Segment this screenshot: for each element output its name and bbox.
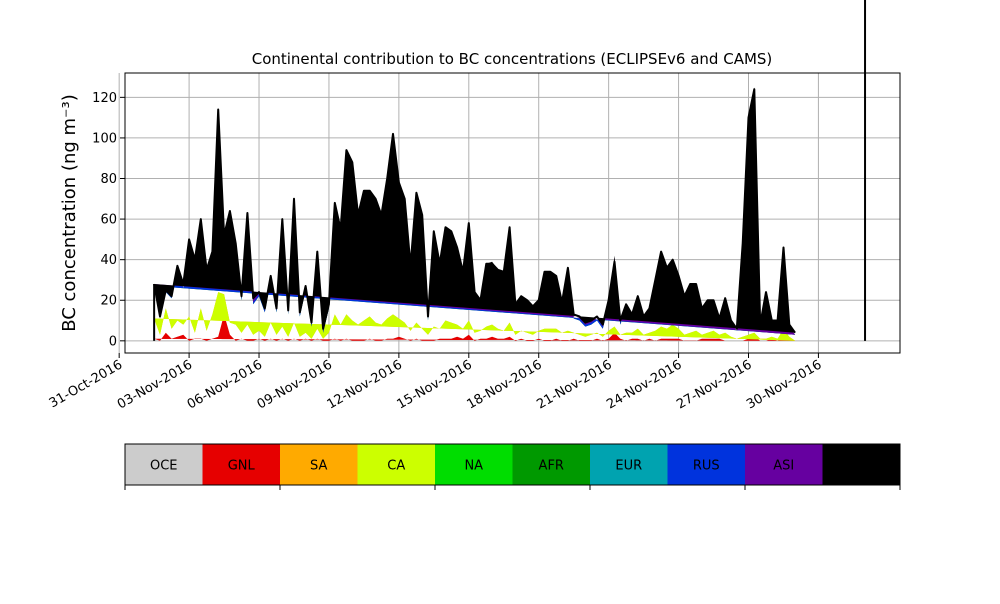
y-tick-label: 100 <box>92 131 117 146</box>
total-outline <box>153 0 867 341</box>
y-tick-label: 120 <box>92 91 117 106</box>
plot-frame <box>124 72 901 354</box>
x-tick-label: 06-Nov-2016 <box>185 357 265 412</box>
legend-label-asi: ASI <box>773 459 794 474</box>
y-tick-label: 60 <box>100 213 117 228</box>
x-tick-label: 03-Nov-2016 <box>115 357 195 412</box>
y-tick-label: 0 <box>109 334 117 349</box>
legend-label-gnl: GNL <box>228 459 256 474</box>
legend-swatch-rus <box>667 444 746 485</box>
legend-swatch-na <box>435 444 513 485</box>
legend-frame <box>124 443 901 486</box>
x-tick-label: 30-Nov-2016 <box>744 357 824 412</box>
legend-swatch-oce <box>125 444 203 485</box>
legend-label-aus: AUS <box>848 459 875 474</box>
y-axis-label: BC concentration (ng m⁻³) <box>59 94 80 332</box>
legend-label-ca: CA <box>387 459 405 474</box>
x-tick-label: 15-Nov-2016 <box>395 357 475 412</box>
area-gnl <box>154 314 796 341</box>
x-tick-label: 12-Nov-2016 <box>325 357 405 412</box>
legend-label-afr: AFR <box>539 459 564 474</box>
total-line <box>153 88 796 334</box>
legend-label-na: NA <box>464 459 483 474</box>
legend-colorbar: OCE GNL SA CA NA AFR EUR RUS ASI AUS <box>124 443 901 490</box>
y-tick-label: 40 <box>100 253 117 268</box>
x-tick-label: 24-Nov-2016 <box>604 357 684 412</box>
x-tick-label: 18-Nov-2016 <box>464 357 544 412</box>
legend-swatch-aus <box>822 444 901 485</box>
legend-label-eur: EUR <box>615 459 642 474</box>
legend-swatch-sa <box>280 444 358 485</box>
legend-swatch-ca <box>357 444 436 485</box>
legend-label-oce: OCE <box>150 459 178 474</box>
x-tick-label: 21-Nov-2016 <box>534 357 614 412</box>
legend-swatch-afr <box>512 444 591 485</box>
legend-label-rus: RUS <box>693 459 720 474</box>
y-tick-label: 80 <box>100 172 117 187</box>
x-tick-label: 09-Nov-2016 <box>255 357 335 412</box>
y-tick-label: 20 <box>100 294 117 309</box>
stacked-areas <box>154 87 796 341</box>
chart-title: Continental contribution to BC concentra… <box>252 50 773 68</box>
area-ca <box>154 292 796 341</box>
legend-label-sa: SA <box>310 459 327 474</box>
x-tick-label: 31-Oct-2016 <box>47 357 125 411</box>
legend-swatch-gnl <box>202 444 281 485</box>
legend-swatch-eur <box>590 444 668 485</box>
legend-swatch-asi <box>745 444 823 485</box>
x-tick-label: 27-Nov-2016 <box>674 357 754 412</box>
